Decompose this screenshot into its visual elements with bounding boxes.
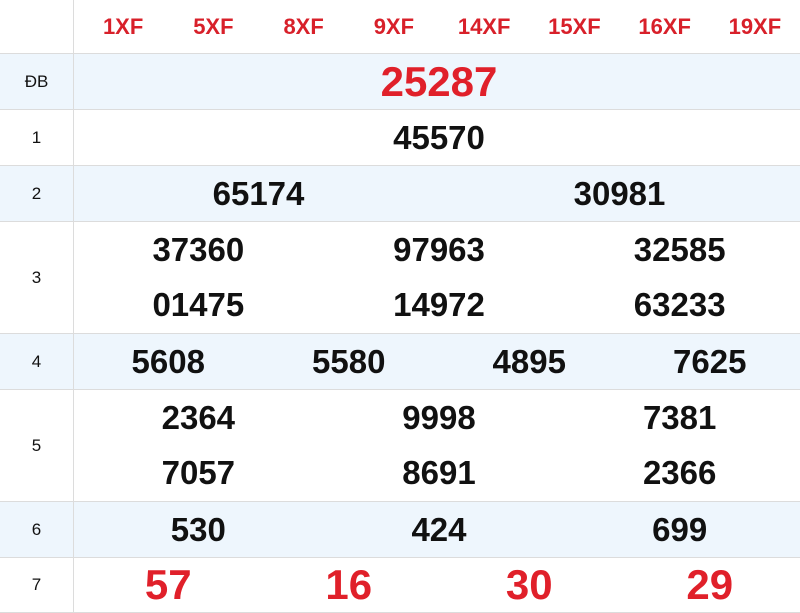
prize-number: 4895: [492, 342, 566, 380]
prize-number: 63233: [633, 286, 726, 324]
prize-label-2: 2: [0, 166, 74, 222]
prize-number: 530: [170, 510, 226, 548]
prize-label-special: ĐB: [0, 54, 74, 110]
prize-2-row: 65174 30981: [74, 166, 800, 222]
prize-number: 14972: [393, 286, 485, 324]
prize-number: 16: [325, 561, 373, 608]
prize-number: 97963: [393, 230, 485, 268]
prize-number: 01475: [152, 286, 245, 324]
prize-number: 5580: [312, 342, 386, 380]
prize-number: 32585: [633, 230, 726, 268]
code: 16XF: [638, 13, 691, 39]
special-number: 25287: [380, 57, 498, 105]
prize-number: 2366: [642, 454, 717, 492]
prize-4-row: 5608 5580 4895 7625: [74, 334, 800, 390]
prize-6-row: 530 424 699: [74, 502, 800, 558]
prize-number: 7057: [161, 454, 236, 492]
prize-number: 2364: [161, 398, 236, 436]
prize-number: 30: [505, 561, 553, 608]
prize-label-3: 3: [0, 222, 74, 334]
code: 9XF: [373, 13, 415, 39]
code: 15XF: [548, 13, 601, 39]
prize-number: 424: [411, 510, 467, 548]
header-codes: 1XF 5XF 8XF 9XF 14XF 15XF 16XF 19XF: [74, 0, 800, 54]
prize-label-4: 4: [0, 334, 74, 390]
prize-number: 7625: [673, 342, 747, 380]
code: 8XF: [283, 13, 324, 39]
prize-1-row: 45570: [74, 110, 800, 166]
prize-label-6: 6: [0, 502, 74, 558]
prize-number: 45570: [393, 118, 485, 156]
prize-number: 5608: [131, 342, 205, 380]
prize-number: 29: [686, 561, 734, 608]
prize-number: 57: [144, 561, 192, 608]
code: 5XF: [193, 13, 234, 39]
code: 14XF: [457, 13, 511, 39]
corner-cell: [0, 0, 74, 54]
prize-3-row: 37360 97963 32585 01475 14972 63233: [74, 222, 800, 334]
code: 19XF: [728, 13, 782, 39]
prize-number: 699: [652, 510, 708, 548]
prize-5-row: 2364 9998 7381 7057 8691 2366: [74, 390, 800, 502]
prize-number: 9998: [402, 398, 476, 436]
prize-label-5: 5: [0, 390, 74, 502]
prize-number: 65174: [212, 174, 305, 212]
prize-number: 8691: [402, 454, 476, 492]
prize-number: 37360: [152, 230, 245, 268]
prize-label-1: 1: [0, 110, 74, 166]
prize-special-row: 25287: [74, 54, 800, 110]
prize-number: 30981: [573, 174, 666, 212]
prize-label-7: 7: [0, 558, 74, 613]
prize-number: 7381: [642, 398, 717, 436]
prize-7-row: 57 16 30 29: [74, 558, 800, 613]
code: 1XF: [102, 13, 144, 39]
